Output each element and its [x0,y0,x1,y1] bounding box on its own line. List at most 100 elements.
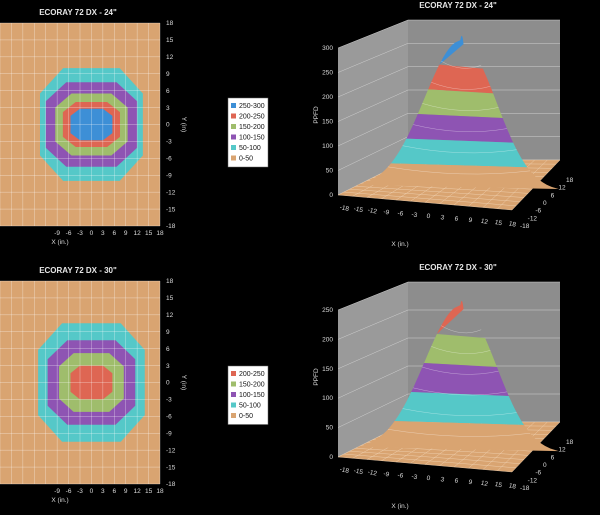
legend-label: 50-100 [239,403,261,410]
surface-mesh [387,429,531,437]
y-tick-label: -15 [166,464,176,471]
surface-2 [337,19,561,211]
x-tick-label: -9 [54,230,60,237]
z-axis-label: PPFD [313,368,320,386]
y-tick-label: 6 [166,88,170,95]
surface-mesh [402,408,517,416]
y-tick-label: 15 [166,37,174,44]
x-tick-label: 0 [426,475,431,483]
legend-swatch [231,145,236,150]
x-tick-label: 12 [134,230,142,237]
y-tick-label: 0 [543,200,547,207]
z-tick-label: 0 [329,454,333,461]
legend-swatch [231,371,236,376]
x-axis-label: X (in.) [51,239,68,246]
surface-band-50-100 [394,392,524,425]
surface-band-150-200 [424,334,497,367]
wall-gridline [337,113,409,147]
legend-label: 150-200 [239,382,265,389]
y-tick-label: 18 [166,278,174,285]
y-tick-label: -15 [166,206,176,213]
y-tick-label: -6 [166,156,172,163]
y-tick-label: -12 [166,189,176,196]
wall-gridline [337,136,409,171]
z-tick-label: 150 [322,366,333,373]
x-tick-label: 0 [90,230,94,237]
y-tick-label: 12 [166,312,174,319]
z-axis-label: PPFD [313,106,320,124]
x-tick-label: -18 [339,204,350,213]
x-tick-label: -15 [353,467,364,476]
y-tick-label: -9 [166,172,172,179]
legend-label: 200-250 [239,114,265,121]
x-tick-label: -3 [77,488,83,495]
y-tick-label: 6 [166,346,170,353]
x-tick-label: -3 [411,473,418,481]
x-tick-label: -6 [66,230,72,237]
legend-4: 200-250 150-200 100-150 50-100 0-50 [227,365,269,425]
back-wall-left [338,20,408,195]
x-tick-label: -9 [383,471,390,479]
y-tick-label: -18 [166,481,176,488]
x-tick-label: 3 [101,230,105,237]
y-tick-label: 0 [166,122,170,129]
wall-gridline [337,337,409,370]
surface-mesh [441,325,482,334]
surface-mesh [422,103,499,111]
x-tick-label: 0 [90,488,94,495]
legend-swatch [231,392,236,397]
legend-label: 100-150 [239,135,265,142]
chart-title: ECORAY 72 DX - 24" [419,1,497,10]
wall-gridline [337,393,409,428]
x-tick-label: 9 [468,479,473,487]
wall-gridline [337,309,409,340]
y-tick-label: 18 [566,439,574,446]
legend-swatch [231,113,236,119]
x-tick-label: -6 [397,210,404,218]
legend-label: 200-250 [239,371,265,378]
surface-band-150-200 [417,89,503,118]
x-tick-label: -18 [339,466,350,475]
x-tick-label: 15 [145,230,153,237]
z-tick-label: 150 [322,119,333,126]
x-tick-label: 18 [508,220,517,228]
x-tick-label: -3 [77,230,83,237]
x-tick-label: 9 [468,217,473,225]
x-tick-label: 6 [112,488,116,495]
surface-mesh [387,166,531,175]
z-tick-label: 100 [322,143,333,150]
y-tick-label: 9 [166,329,170,336]
y-tick-label: -18 [520,485,530,492]
legend-label: 0-50 [239,156,253,163]
y-tick-label: 6 [551,192,555,199]
x-tick-label: 3 [440,214,445,222]
legend-label: 250-300 [239,103,265,110]
y-tick-label: -12 [528,215,538,222]
z-tick-label: 200 [322,94,333,101]
legend-swatch [231,134,236,140]
x-axis-label: X (in.) [51,497,68,504]
y-tick-label: -6 [166,414,172,421]
surface-band-50-100 [390,138,528,168]
y-tick-label: -6 [535,208,541,215]
x-tick-label: -12 [367,469,378,478]
chart-title: ECORAY 72 DX - 30" [39,266,117,275]
x-tick-label: 3 [101,488,105,495]
legend-swatch [231,402,236,408]
y-tick-label: -18 [520,223,530,230]
y-tick-label: -3 [166,139,172,146]
legend-swatch [231,155,236,161]
x-tick-label: -12 [367,207,378,216]
y-tick-label: -6 [535,470,541,477]
x-tick-label: 12 [134,488,142,495]
x-tick-label: -9 [383,209,390,217]
z-tick-label: 200 [322,336,333,343]
surface-mesh [431,82,491,90]
surface-band-0-50 [357,163,559,190]
chart-title: ECORAY 72 DX - 24" [39,8,117,17]
surface-band-0-50 [357,421,559,452]
x-tick-label: 6 [112,230,116,237]
y-tick-label: 12 [558,185,566,192]
y-tick-label: 12 [166,54,174,61]
